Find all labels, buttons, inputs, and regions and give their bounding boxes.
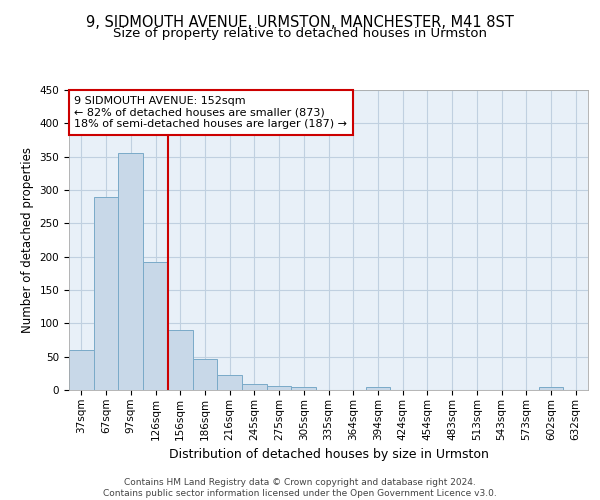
Bar bbox=[193, 358, 217, 390]
Bar bbox=[168, 330, 193, 390]
Text: 9 SIDMOUTH AVENUE: 152sqm
← 82% of detached houses are smaller (873)
18% of semi: 9 SIDMOUTH AVENUE: 152sqm ← 82% of detac… bbox=[74, 96, 347, 129]
Bar bbox=[292, 386, 316, 390]
Text: 9, SIDMOUTH AVENUE, URMSTON, MANCHESTER, M41 8ST: 9, SIDMOUTH AVENUE, URMSTON, MANCHESTER,… bbox=[86, 15, 514, 30]
Bar bbox=[539, 388, 563, 390]
Bar bbox=[365, 388, 390, 390]
Bar bbox=[267, 386, 292, 390]
Bar bbox=[69, 350, 94, 390]
Bar bbox=[242, 384, 267, 390]
Text: Size of property relative to detached houses in Urmston: Size of property relative to detached ho… bbox=[113, 28, 487, 40]
Bar bbox=[118, 154, 143, 390]
X-axis label: Distribution of detached houses by size in Urmston: Distribution of detached houses by size … bbox=[169, 448, 488, 461]
Bar bbox=[217, 376, 242, 390]
Bar bbox=[143, 262, 168, 390]
Y-axis label: Number of detached properties: Number of detached properties bbox=[21, 147, 34, 333]
Bar bbox=[94, 196, 118, 390]
Text: Contains HM Land Registry data © Crown copyright and database right 2024.
Contai: Contains HM Land Registry data © Crown c… bbox=[103, 478, 497, 498]
